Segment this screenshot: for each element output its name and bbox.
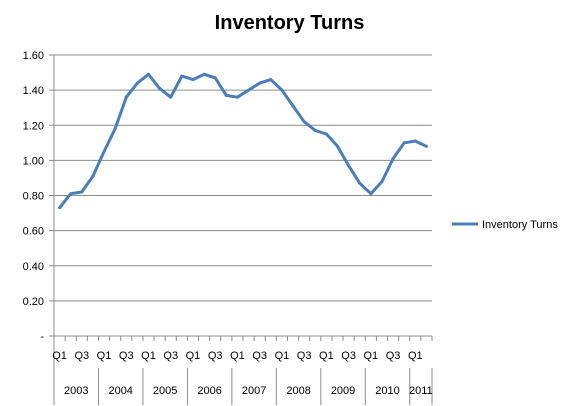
data-point <box>124 95 128 99</box>
data-point <box>224 93 228 97</box>
data-point <box>147 72 150 76</box>
x-tick-label: Q1 <box>319 350 334 362</box>
data-point <box>191 78 195 82</box>
chart-title: Inventory Turns <box>214 12 365 34</box>
data-point <box>58 206 62 210</box>
y-tick-label: 1.60 <box>23 50 44 62</box>
data-point <box>336 144 339 148</box>
legend: Inventory Turns <box>452 219 558 231</box>
y-tick-label: - <box>40 331 44 343</box>
data-point <box>102 150 106 154</box>
data-point <box>391 157 395 161</box>
y-tick-label: 0.80 <box>23 191 44 203</box>
data-point <box>324 132 328 136</box>
axis-layer <box>49 54 433 405</box>
y-tick-label: 1.00 <box>23 155 44 167</box>
data-point <box>313 129 317 133</box>
year-label: 2007 <box>242 385 266 397</box>
series-line <box>58 72 428 209</box>
data-point <box>269 78 273 82</box>
x-tick-label: Q3 <box>386 350 401 362</box>
data-point <box>169 95 173 99</box>
data-point <box>424 144 428 148</box>
x-tick-label: Q3 <box>163 350 178 362</box>
y-tick-label: 0.20 <box>23 296 44 308</box>
x-tick-label: Q1 <box>97 350 112 362</box>
year-label: 2011 <box>409 385 433 397</box>
x-tick-label: Q1 <box>408 350 423 362</box>
year-label: 2003 <box>64 385 88 397</box>
data-point <box>213 76 217 80</box>
x-tick-label: Q1 <box>230 350 245 362</box>
data-point <box>402 141 406 145</box>
data-point <box>158 86 162 90</box>
x-tick-label: Q1 <box>52 350 67 362</box>
year-label: 2006 <box>197 385 221 397</box>
data-point <box>258 81 262 85</box>
x-tick-label: Q3 <box>74 350 89 362</box>
data-point <box>380 179 384 183</box>
data-point <box>80 190 84 194</box>
x-tick-label: Q1 <box>364 350 379 362</box>
year-label: 2004 <box>108 385 132 397</box>
data-point <box>135 81 139 85</box>
legend-label: Inventory Turns <box>482 219 558 231</box>
year-label: 2005 <box>153 385 177 397</box>
data-point <box>413 139 417 143</box>
data-point <box>235 95 239 99</box>
year-label: 2010 <box>375 385 399 397</box>
data-point <box>91 174 95 178</box>
data-point <box>358 181 362 185</box>
data-point <box>302 120 306 124</box>
x-tick-label: Q3 <box>341 350 356 362</box>
data-point <box>347 164 351 168</box>
year-label: 2009 <box>331 385 355 397</box>
y-tick-label: 0.60 <box>23 226 44 238</box>
data-point <box>69 192 73 196</box>
y-tick-label: 0.40 <box>23 261 44 273</box>
x-tick-label: Q3 <box>297 350 312 362</box>
x-tick-label: Q3 <box>252 350 267 362</box>
x-tick-label: Q3 <box>119 350 134 362</box>
x-tick-label: Q3 <box>208 350 223 362</box>
data-point <box>369 192 373 196</box>
year-label: 2008 <box>286 385 310 397</box>
series-layer <box>58 72 428 210</box>
y-tick-label: 1.20 <box>23 120 44 132</box>
grid-layer <box>54 54 432 302</box>
data-point <box>291 104 295 108</box>
data-point <box>113 127 117 131</box>
x-tick-label: Q1 <box>141 350 156 362</box>
tick-layer: - 0.20 0.40 0.60 0.80 1.00 1.20 1.40 1.60 Q1 Q3 Q1 Q… <box>23 50 433 397</box>
data-point <box>280 88 284 92</box>
data-point <box>202 72 206 76</box>
x-tick-label: Q1 <box>275 350 290 362</box>
data-point <box>180 74 184 78</box>
data-point <box>247 88 251 92</box>
x-tick-label: Q1 <box>186 350 201 362</box>
y-tick-label: 1.40 <box>23 85 44 97</box>
